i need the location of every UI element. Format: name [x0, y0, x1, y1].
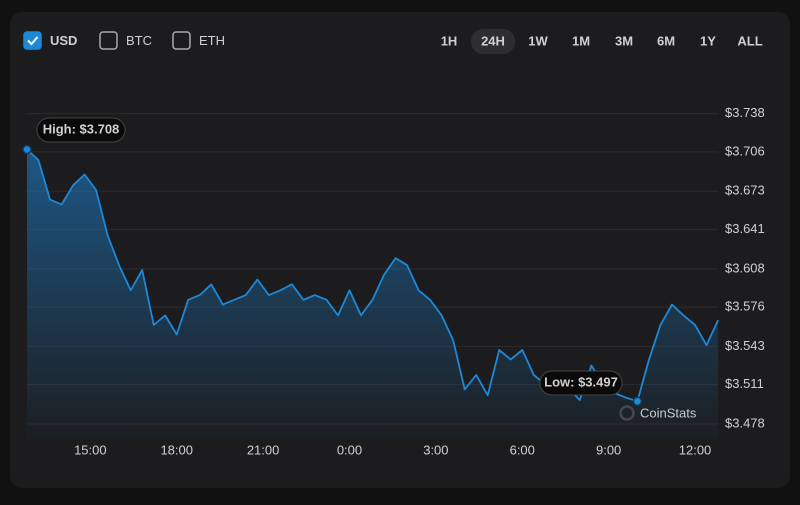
annotation: Low: $3.497 [544, 374, 618, 389]
x-tick-label: 21:00 [247, 442, 280, 457]
x-tick-label: 0:00 [337, 442, 362, 457]
checkbox[interactable] [172, 31, 191, 50]
x-tick-label: 12:00 [679, 442, 712, 457]
currency-label[interactable]: ETH [199, 33, 225, 48]
y-tick-label: $3.576 [725, 298, 765, 313]
range-button[interactable]: 1H [441, 33, 458, 48]
range-button-bg[interactable] [471, 29, 515, 54]
checkmark [27, 36, 39, 46]
x-tick-label: 3:00 [423, 442, 448, 457]
x-tick-label: 18:00 [160, 442, 193, 457]
extreme-point [22, 144, 32, 155]
x-tick-label: 9:00 [596, 442, 621, 457]
y-tick-label: $3.641 [725, 221, 765, 236]
range-button[interactable]: 6M [657, 33, 675, 48]
area [27, 149, 719, 440]
y-tick-label: $3.738 [725, 105, 765, 120]
y-tick-label: $3.543 [725, 338, 765, 353]
currency-label[interactable]: BTC [126, 33, 152, 48]
range-button[interactable]: 1M [572, 33, 590, 48]
range-button[interactable]: 3M [615, 33, 633, 48]
checkbox[interactable] [99, 31, 118, 50]
range-button[interactable]: ALL [737, 33, 762, 48]
annotation-box [539, 370, 623, 396]
y-tick-label: $3.673 [725, 183, 765, 198]
y-tick-label: $3.608 [725, 260, 765, 275]
extreme-point [632, 396, 643, 407]
x-tick-label: 15:00 [74, 442, 107, 457]
y-tick-label: $3.478 [725, 415, 765, 430]
range-button[interactable]: 24H [481, 33, 505, 48]
annotation: High: $3.708 [43, 121, 120, 136]
range-button[interactable]: 1W [528, 33, 548, 48]
y-tick-label: $3.706 [725, 143, 765, 158]
currency-label[interactable]: USD [50, 33, 77, 48]
annotation-box [36, 117, 126, 143]
x-tick-label: 6:00 [510, 442, 535, 457]
range-button[interactable]: 1Y [700, 33, 716, 48]
y-tick-label: $3.511 [725, 376, 764, 391]
checkbox[interactable] [23, 31, 42, 50]
